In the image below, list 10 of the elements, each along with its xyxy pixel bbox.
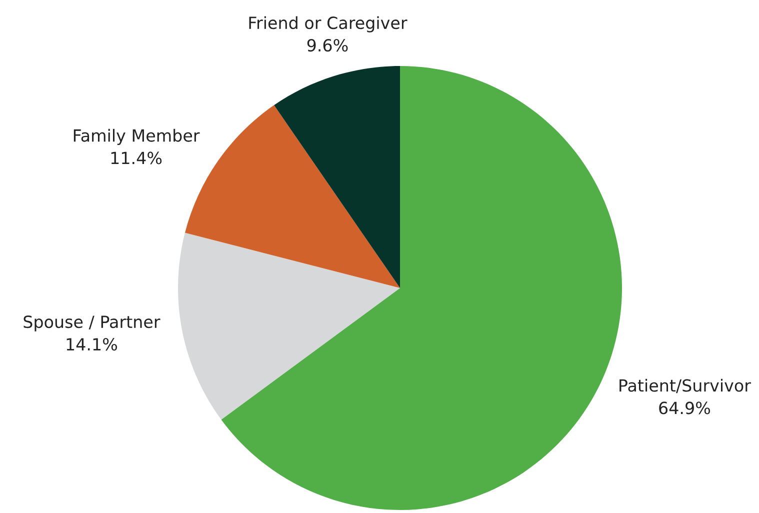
pie-slice — [274, 66, 400, 288]
data-label: 64.9% — [659, 402, 710, 414]
slice-label: Family Member — [74, 128, 200, 146]
data-label: 9.6% — [307, 38, 348, 52]
slice-label: Friend or Caregiver — [249, 16, 408, 32]
slice-label: Patient/Survivor — [620, 378, 751, 394]
data-label: 11.4% — [111, 152, 162, 164]
data-label: 14.1% — [66, 338, 118, 351]
slice-label: Spouse / Partner — [24, 316, 160, 332]
pie-slice — [178, 232, 400, 420]
